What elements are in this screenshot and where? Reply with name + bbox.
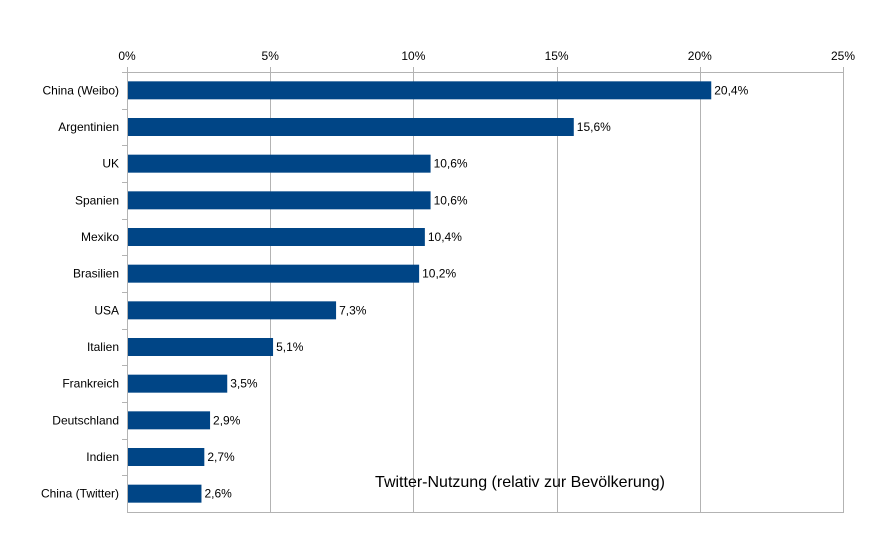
data-label: 7,3% [339, 303, 367, 317]
data-label: 3,5% [230, 377, 258, 391]
category-label: USA [94, 303, 119, 317]
x-tick-label: 15% [545, 49, 569, 63]
chart-title: Twitter-Nutzung (relativ zur Bevölkerung… [375, 474, 665, 491]
x-axis-ticks: 0% 5% 10% 15% 20% 25% [118, 49, 855, 72]
plot-border [127, 72, 844, 513]
category-labels: China (Weibo) Argentinien UK Spanien Mexiko B… [41, 72, 127, 501]
bar [128, 154, 431, 173]
plot-frame [127, 72, 844, 513]
category-label: China (Twitter) [41, 487, 119, 501]
category-label: China (Weibo) [43, 83, 119, 97]
category-label: Brasilien [73, 267, 119, 281]
data-label: 2,9% [213, 413, 241, 427]
bar [128, 118, 574, 136]
x-tick-label: 25% [831, 49, 855, 63]
data-label: 10,6% [434, 157, 468, 171]
category-label: Italien [87, 340, 119, 354]
x-tick-label: 5% [262, 49, 280, 63]
data-labels: 20,4% 15,6% 10,6% 10,6% 10,4% 10,2% 7,3% 5,1% 3,… [204, 83, 748, 500]
bar [128, 338, 274, 356]
category-label: Indien [86, 450, 119, 464]
category-label: Mexiko [81, 230, 119, 244]
category-label: Frankreich [62, 377, 119, 391]
bar [128, 81, 712, 100]
data-label: 10,4% [428, 230, 462, 244]
x-tick-label: 20% [688, 49, 712, 63]
data-label: 2,7% [207, 450, 235, 464]
bar [128, 191, 431, 210]
category-label: Argentinien [58, 120, 119, 134]
bar [128, 411, 211, 430]
bar [128, 264, 420, 283]
bar [128, 228, 425, 246]
category-label: UK [102, 157, 119, 171]
category-label: Spanien [75, 193, 119, 207]
bar [128, 374, 228, 393]
data-label: 5,1% [276, 340, 304, 354]
bar [128, 301, 337, 320]
x-tick-label: 0% [118, 49, 136, 63]
bar [128, 484, 202, 503]
bar [128, 448, 205, 466]
bars [128, 81, 712, 503]
data-label: 2,6% [204, 487, 232, 501]
data-label: 20,4% [714, 83, 748, 97]
data-label: 15,6% [577, 120, 611, 134]
data-label: 10,2% [422, 267, 456, 281]
grid-lines [270, 72, 844, 512]
data-label: 10,6% [434, 193, 468, 207]
x-tick-label: 10% [401, 49, 425, 63]
category-label: Deutschland [52, 413, 119, 427]
